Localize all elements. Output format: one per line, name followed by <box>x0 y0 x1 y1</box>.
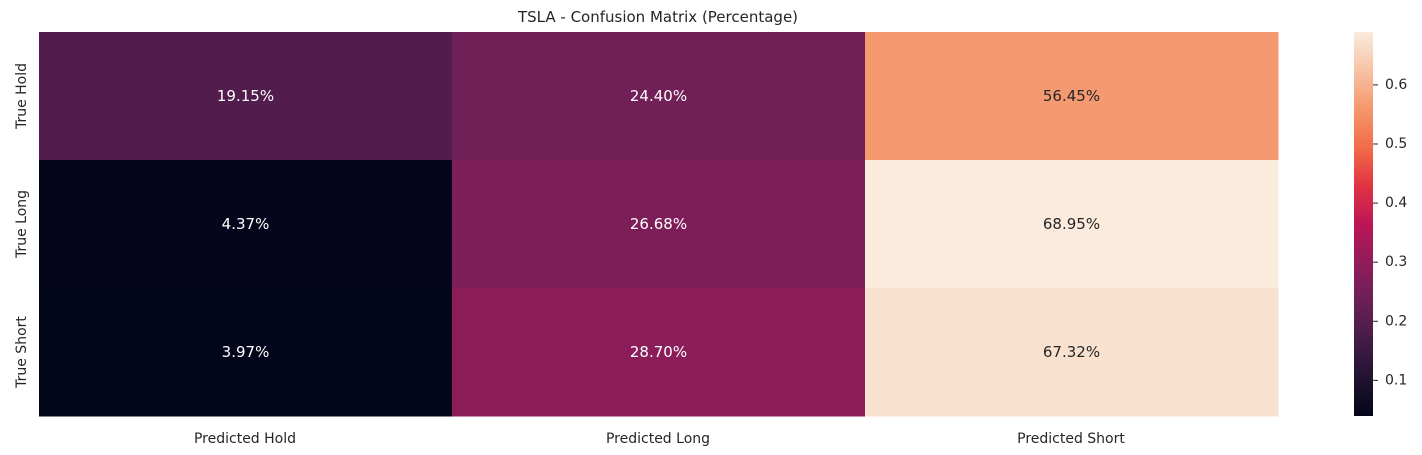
colorbar-tick-label: 0.1 <box>1385 372 1407 388</box>
x-axis: Predicted Hold Predicted Long Predicted … <box>194 431 1125 447</box>
colorbar-gradient <box>1354 32 1373 416</box>
heatmap-cell <box>452 288 866 417</box>
y-tick-label: True Hold <box>14 63 30 130</box>
y-tick-label: True Long <box>14 190 30 259</box>
cell-annotation: 56.45% <box>1043 87 1100 105</box>
chart-title: TSLA - Confusion Matrix (Percentage) <box>517 8 798 26</box>
cell-annotation: 3.97% <box>222 343 270 361</box>
x-tick-label: Predicted Hold <box>194 431 296 447</box>
heatmap-cells <box>39 32 1279 417</box>
cell-annotation: 24.40% <box>630 87 687 105</box>
heatmap-cell <box>39 160 453 289</box>
y-axis: True Hold True Long True Short <box>14 63 30 389</box>
cell-annotation: 67.32% <box>1043 343 1100 361</box>
colorbar-tick-label: 0.5 <box>1385 136 1407 152</box>
colorbar-tick-label: 0.3 <box>1385 254 1407 270</box>
y-tick-label: True Short <box>14 316 30 389</box>
heatmap-cell <box>452 32 866 161</box>
cell-annotation: 26.68% <box>630 215 687 233</box>
heatmap-cell <box>865 160 1279 289</box>
heatmap-cell <box>452 160 866 289</box>
colorbar: 0.1 0.2 0.3 0.4 0.5 0.6 <box>1354 32 1407 416</box>
colorbar-tick-label: 0.4 <box>1385 195 1407 211</box>
cell-annotation: 68.95% <box>1043 215 1100 233</box>
heatmap-cell <box>865 288 1279 417</box>
colorbar-tick-label: 0.6 <box>1385 77 1407 93</box>
x-tick-label: Predicted Long <box>606 431 710 447</box>
cell-annotation: 28.70% <box>630 343 687 361</box>
heatmap-annotations: 19.15% 24.40% 56.45% 4.37% 26.68% 68.95% 3.97%… <box>217 87 1100 361</box>
heatmap-cell <box>39 288 453 417</box>
heatmap-cell <box>865 32 1279 161</box>
cell-annotation: 4.37% <box>222 215 270 233</box>
colorbar-ticks: 0.1 0.2 0.3 0.4 0.5 0.6 <box>1373 77 1407 388</box>
cell-annotation: 19.15% <box>217 87 274 105</box>
heatmap-cell <box>39 32 453 161</box>
x-tick-label: Predicted Short <box>1017 431 1125 447</box>
colorbar-tick-label: 0.2 <box>1385 313 1407 329</box>
